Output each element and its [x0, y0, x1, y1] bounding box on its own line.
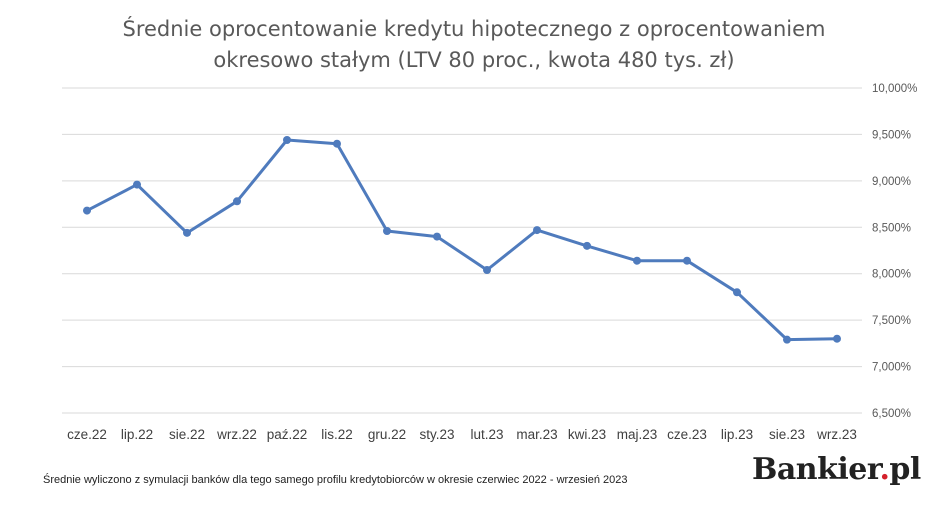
data-point: [683, 256, 691, 265]
data-point: [183, 228, 191, 237]
footnote: Średnie wyliczono z symulacji banków dla…: [43, 474, 628, 486]
x-tick-label: maj.23: [617, 427, 658, 442]
data-point: [133, 180, 141, 189]
data-point: [833, 334, 841, 343]
line-chart: 6,500% 7,000% 7,500% 8,000% 8,500% 9,000% 9,50…: [62, 83, 917, 442]
x-tick-label: mar.23: [516, 427, 557, 442]
bankier-logo: Bankier.pl: [752, 452, 921, 487]
x-tick-label: lip.23: [721, 427, 753, 442]
y-tick-label: 9,000%: [872, 176, 911, 188]
y-tick-label: 7,000%: [872, 362, 911, 374]
x-tick-label: cze.22: [67, 427, 107, 442]
data-point: [433, 232, 441, 241]
y-tick-label: 8,500%: [872, 222, 911, 234]
x-tick-label: lip.22: [121, 427, 153, 442]
data-point: [383, 227, 391, 235]
data-point: [583, 241, 591, 250]
data-point: [533, 226, 541, 235]
logo-dot: .: [879, 452, 890, 487]
chart-title-line-1: Średnie oprocentowanie kredytu hipoteczn…: [122, 17, 826, 41]
data-point: [83, 206, 91, 215]
data-point: [633, 256, 641, 265]
series-line: [85, 138, 839, 342]
x-tick-label: paź.22: [267, 427, 308, 442]
y-tick-label: 8,000%: [872, 269, 911, 281]
x-tick-label: lut.23: [470, 427, 503, 442]
data-point: [483, 266, 491, 274]
data-point: [333, 139, 341, 148]
chart-title-line-2: okresowo stałym (LTV 80 proc., kwota 480…: [213, 48, 735, 72]
y-tick-label: 9,500%: [872, 129, 911, 141]
x-tick-label: lis.22: [321, 427, 353, 442]
logo-text: Bankier: [752, 452, 880, 487]
x-tick-label: sie.22: [169, 427, 205, 442]
x-tick-label: wrz.23: [816, 427, 857, 442]
x-tick-label: sie.23: [769, 427, 805, 442]
data-point: [283, 136, 291, 144]
x-tick-label: gru.22: [368, 427, 406, 442]
y-tick-label: 7,500%: [872, 315, 911, 327]
x-tick-label: wrz.22: [216, 427, 257, 442]
data-point: [233, 197, 241, 206]
chart-title: Średnie oprocentowanie kredytu hipoteczn…: [0, 14, 948, 76]
data-point: [733, 288, 741, 297]
data-point: [783, 335, 791, 344]
y-tick-label: 6,500%: [872, 408, 911, 420]
x-tick-label: cze.23: [667, 427, 707, 442]
x-tick-label: kwi.23: [568, 427, 606, 442]
logo-suffix: pl: [889, 452, 921, 487]
y-tick-label: 10,000%: [872, 83, 917, 95]
x-tick-label: sty.23: [419, 427, 454, 442]
